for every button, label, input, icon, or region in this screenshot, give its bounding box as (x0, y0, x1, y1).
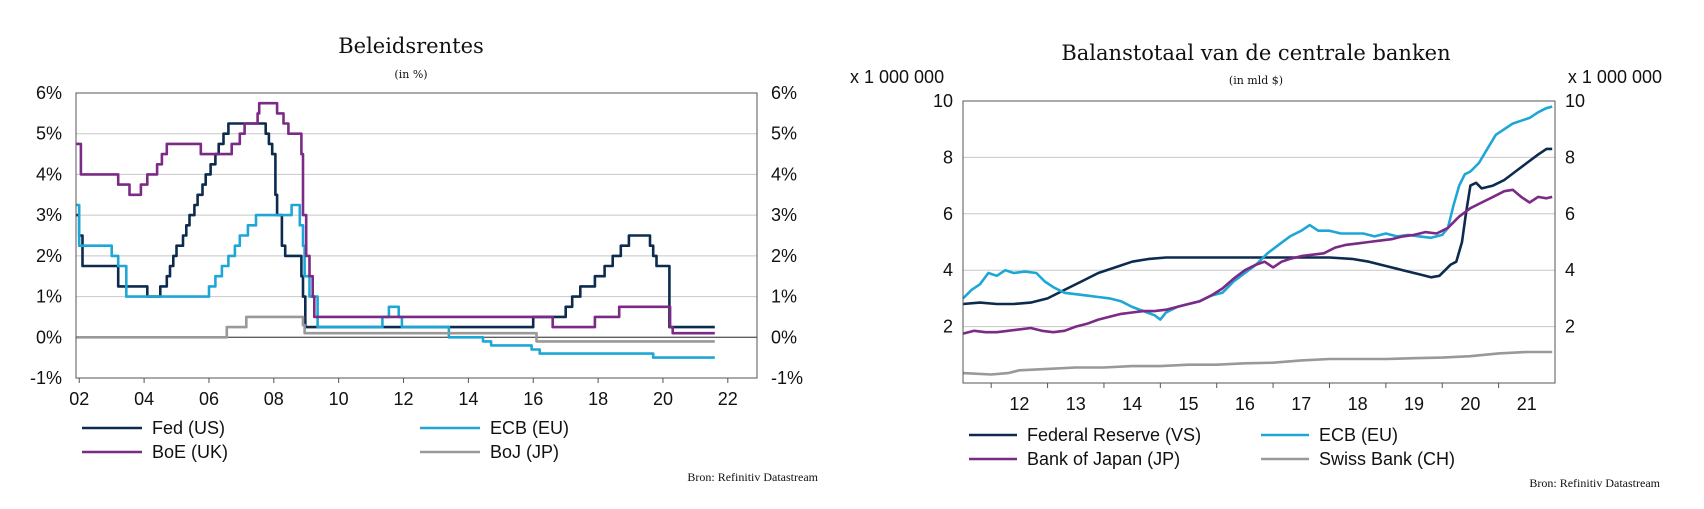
chart2-y-axis-right: 2 4 6 8 10 (1565, 91, 1585, 337)
x-tick-label: 17 (1291, 394, 1311, 414)
y-tick-label-left: 0% (36, 327, 62, 347)
y-tick-label-left: 4 (943, 260, 953, 280)
chart1-plot-frame (75, 92, 758, 379)
series-line-ecb-eu (962, 105, 1553, 321)
y-tick-label-right: 6 (1565, 204, 1575, 224)
chart2-series (962, 105, 1553, 376)
legend-label: BoJ (JP) (490, 442, 559, 462)
legend-label: Bank of Japan (JP) (1027, 449, 1180, 469)
legend-label: Swiss Bank (CH) (1319, 449, 1455, 469)
x-tick-label: 12 (394, 389, 414, 409)
legend-label: Federal Reserve (VS) (1027, 425, 1201, 445)
series-line-boj-jp (76, 315, 715, 343)
x-tick-label: 13 (1066, 394, 1086, 414)
series-line-swiss-bank-ch (962, 350, 1553, 376)
y-tick-label-left: 2% (36, 246, 62, 266)
y-tick-label-left: 3% (36, 205, 62, 225)
chart1-series (76, 101, 715, 359)
y-tick-label-right: 6% (771, 83, 797, 103)
chart2-title: Balanstotaal van de centrale banken (1061, 41, 1450, 65)
y-tick-label-right: 0% (771, 327, 797, 347)
x-tick-label: 16 (523, 389, 543, 409)
chart2-subtitle: (in mld $) (1229, 74, 1283, 87)
y-tick-label-right: 2 (1565, 317, 1575, 337)
y-tick-label-right: 8 (1565, 147, 1575, 167)
chart2-gridlines (963, 156, 1555, 328)
y-tick-label-left: 4% (36, 164, 62, 184)
y-tick-label-left: 8 (943, 147, 953, 167)
series-line-fed-us (76, 122, 715, 329)
legend-label: BoE (UK) (152, 442, 228, 462)
x-tick-label: 06 (199, 389, 219, 409)
chart2-unit-right: x 1 000 000 (1568, 67, 1662, 87)
y-tick-label-right: -1% (771, 368, 803, 388)
chart2-y-axis-left: 2 4 6 8 10 (933, 91, 953, 337)
policy-rates-chart: Beleidsrentes (in %) -1% 0% 1% 2% 3% 4% 5% 6% -… (30, 34, 819, 484)
y-tick-label-left: 6% (36, 83, 62, 103)
chart2-unit-left: x 1 000 000 (850, 67, 944, 87)
chart1-y-axis-right: -1% 0% 1% 2% 3% 4% 5% 6% (771, 83, 803, 388)
series-line-boe-uk (76, 101, 715, 335)
x-tick-label: 14 (1122, 394, 1142, 414)
x-tick-label: 18 (588, 389, 608, 409)
y-tick-label-left: 2 (943, 317, 953, 337)
chart1-subtitle: (in %) (394, 68, 427, 81)
y-tick-label-left: -1% (30, 368, 62, 388)
x-tick-label: 16 (1235, 394, 1255, 414)
x-tick-label: 20 (1460, 394, 1480, 414)
y-tick-label-right: 2% (771, 246, 797, 266)
chart2-legend: Federal Reserve (VS) ECB (EU) Bank of Japa… (969, 425, 1455, 469)
y-tick-label-right: 1% (771, 287, 797, 307)
chart1-legend: Fed (US) ECB (EU) BoE (UK) BoJ (JP) (82, 418, 569, 462)
y-tick-label-right: 4 (1565, 260, 1575, 280)
x-tick-label: 21 (1517, 394, 1537, 414)
balance-sheet-chart: Balanstotaal van de centrale banken (in … (850, 41, 1662, 490)
x-tick-label: 19 (1404, 394, 1424, 414)
chart1-y-axis-left: -1% 0% 1% 2% 3% 4% 5% 6% (30, 83, 62, 388)
chart2-plot-frame (962, 100, 1556, 384)
x-tick-label: 08 (264, 389, 284, 409)
chart1-x-axis: 02 04 06 08 10 12 14 16 18 20 22 (69, 378, 738, 409)
series-line-ecb-eu (76, 203, 715, 359)
y-tick-label-right: 3% (771, 205, 797, 225)
y-tick-label-left: 10 (933, 91, 953, 111)
legend-label: ECB (EU) (490, 418, 569, 438)
x-tick-label: 18 (1348, 394, 1368, 414)
y-tick-label-right: 10 (1565, 91, 1585, 111)
y-tick-label-left: 5% (36, 124, 62, 144)
x-tick-label: 22 (718, 389, 738, 409)
y-tick-label-left: 1% (36, 287, 62, 307)
chart1-source: Bron: Refinitiv Datastream (687, 470, 818, 484)
x-tick-label: 20 (653, 389, 673, 409)
legend-label: Fed (US) (152, 418, 225, 438)
y-tick-label-left: 6 (943, 204, 953, 224)
y-tick-label-right: 5% (771, 124, 797, 144)
series-line-bank-of-japan-jp (962, 188, 1553, 335)
legend-label: ECB (EU) (1319, 425, 1398, 445)
y-tick-label-right: 4% (771, 164, 797, 184)
x-tick-label: 14 (458, 389, 478, 409)
series-line-federal-reserve-vs (962, 147, 1553, 306)
x-tick-label: 12 (1009, 394, 1029, 414)
x-tick-label: 10 (329, 389, 349, 409)
chart1-title: Beleidsrentes (338, 34, 484, 58)
chart2-source: Bron: Refinitiv Datastream (1529, 476, 1660, 490)
x-tick-label: 15 (1179, 394, 1199, 414)
x-tick-label: 02 (69, 389, 89, 409)
chart2-x-axis: 12 13 14 15 16 17 18 19 20 21 (990, 383, 1537, 414)
x-tick-label: 04 (134, 389, 154, 409)
